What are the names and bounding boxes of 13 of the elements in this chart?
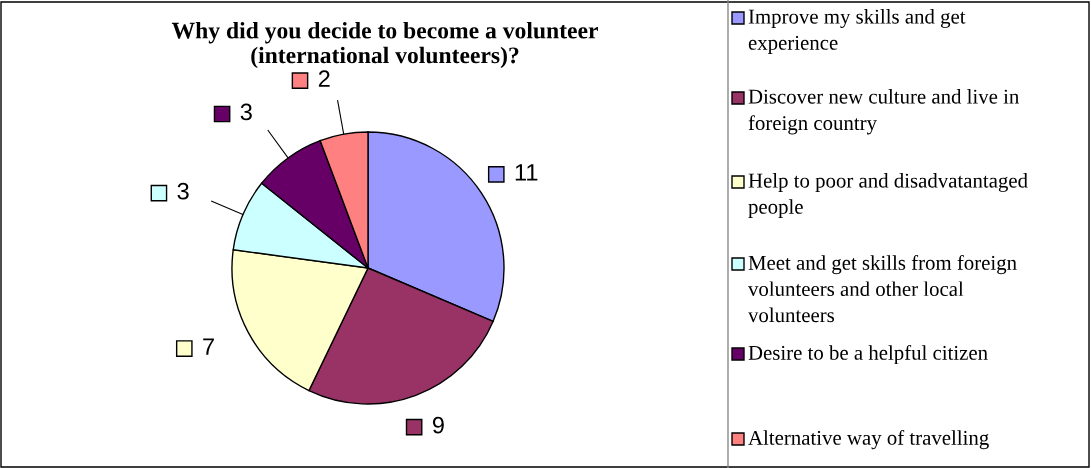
legend-label: Desire to be a helpful citizen bbox=[748, 345, 988, 365]
data-label: 2 bbox=[318, 70, 330, 87]
legend-label: Alternative way of travelling bbox=[748, 430, 989, 450]
data-label: 11 bbox=[515, 164, 538, 181]
legend-label: Help to poor and disadvatantaged people bbox=[748, 173, 1028, 219]
legend-label: Discover new culture and live in foreign country bbox=[748, 89, 1020, 135]
data-label: 3 bbox=[240, 103, 252, 121]
legend-label: Improve my skills and get experience bbox=[748, 9, 966, 55]
data-label: 3 bbox=[177, 182, 189, 200]
legend-label: Meet and get skills from foreign volunteers and other local volunteers bbox=[748, 255, 1017, 323]
data-label: 9 bbox=[432, 416, 444, 434]
data-label: 7 bbox=[203, 338, 214, 355]
text: Why did you decide to become a volunteer (international volunteers)? bbox=[171, 21, 598, 69]
